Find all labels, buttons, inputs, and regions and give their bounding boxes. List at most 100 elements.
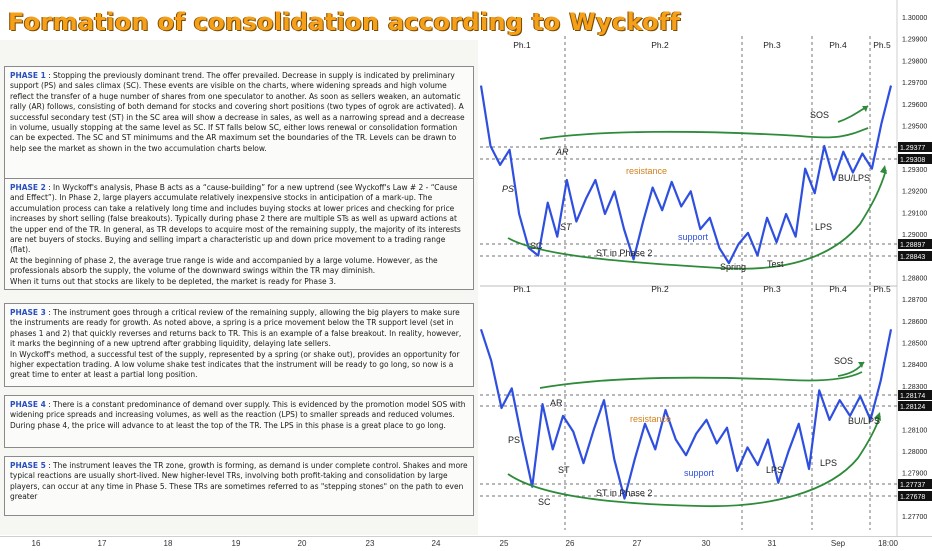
price-tag: 1.29377 <box>900 145 925 152</box>
phase-5-box: PHASE 5 : The instrument leaves the TR z… <box>4 456 474 516</box>
price-tick: 1.29300 <box>902 167 927 174</box>
time-tick: 27 <box>632 539 642 548</box>
price-line-2 <box>479 329 893 500</box>
phase-2-text: : In Wyckoff's analysis, Phase B acts as… <box>10 182 461 286</box>
annotation-st: ST <box>560 222 573 232</box>
time-tick: 18 <box>163 539 173 548</box>
phase-1-box: PHASE 1 : Stopping the previously domina… <box>4 66 474 180</box>
annotation-st-phase2: ST in Phase 2 <box>596 248 652 258</box>
price-tick: 1.29500 <box>902 124 927 131</box>
price-tag-box <box>898 390 932 400</box>
price-tick: 1.29200 <box>902 189 927 196</box>
annotation-support: support <box>684 468 715 478</box>
price-tick: 1.29700 <box>902 80 927 87</box>
time-tick: 19 <box>231 539 241 548</box>
price-tick: 1.29100 <box>902 210 927 217</box>
arrow-head-icon <box>880 165 887 174</box>
page-title: Formation of consolidation according to … <box>8 8 681 36</box>
price-tick: 1.27700 <box>902 514 927 521</box>
price-tag-box <box>898 401 932 411</box>
phase-2-box: PHASE 2 : In Wyckoff's analysis, Phase B… <box>4 178 474 290</box>
sos-arrow <box>837 105 869 123</box>
phase-3-box: PHASE 3 : The instrument goes through a … <box>4 303 474 387</box>
price-tick: 1.29000 <box>902 232 927 239</box>
price-tick: 1.27900 <box>902 471 927 478</box>
time-tick: 16 <box>31 539 41 548</box>
price-tick: 1.28600 <box>902 319 927 326</box>
annotation-ar: AR <box>550 398 563 408</box>
annotation-st: ST <box>558 465 570 475</box>
time-axis[interactable]: 16 17 18 19 20 23 24 25 26 27 30 31 Sep … <box>0 536 932 551</box>
phase-2-label: PHASE 2 <box>10 182 46 192</box>
price-tag: 1.28124 <box>900 404 925 411</box>
price-tag: 1.27737 <box>900 482 925 489</box>
phase-4-box: PHASE 4 : There is a constant predominan… <box>4 395 474 448</box>
phase-label: Ph.4 <box>829 40 847 50</box>
price-tick: 1.30000 <box>902 15 927 22</box>
phase-5-label: PHASE 5 <box>10 460 46 470</box>
price-axis-bg <box>897 0 932 536</box>
annotation-spring: Spring <box>720 262 746 272</box>
phase-label: Ph.3 <box>763 284 781 294</box>
arrow-head-icon <box>858 362 864 368</box>
price-tag: 1.29308 <box>900 157 925 164</box>
price-tick: 1.29900 <box>902 37 927 44</box>
price-line-1 <box>479 85 893 265</box>
price-tick: 1.29600 <box>902 102 927 109</box>
annotation-resistance: resistance <box>630 414 671 424</box>
price-tag: 1.27678 <box>900 494 925 501</box>
annotation-sos: SOS <box>810 110 829 120</box>
phase-1-label: PHASE 1 <box>10 70 46 80</box>
time-tick: 24 <box>431 539 441 548</box>
annotation-bu-lps: BU/LPS <box>848 416 880 426</box>
time-tick: 30 <box>701 539 711 548</box>
price-tag: 1.28897 <box>900 242 925 249</box>
annotation-ar: AR <box>555 147 569 157</box>
resistance-curve <box>539 127 869 140</box>
annotation-lps: LPS <box>820 458 837 468</box>
phase-label: Ph.5 <box>873 40 891 50</box>
price-tag: 1.28174 <box>900 393 925 400</box>
time-tick: 18:00 <box>877 539 899 548</box>
price-tick: 1.28400 <box>902 362 927 369</box>
annotation-sc: SC <box>530 241 543 251</box>
time-tick: 31 <box>767 539 777 548</box>
price-tick: 1.28000 <box>902 449 927 456</box>
time-tick: Sep <box>830 539 846 548</box>
phase-4-label: PHASE 4 <box>10 399 46 409</box>
time-tick: 26 <box>565 539 575 548</box>
price-tag-box <box>898 239 932 249</box>
price-tick: 1.28700 <box>902 297 927 304</box>
price-tag: 1.28843 <box>900 254 925 261</box>
price-tick: 1.28800 <box>902 275 927 282</box>
phase-5-text: : The instrument leaves the TR zone, gro… <box>10 460 468 502</box>
phase-label: Ph.1 <box>513 40 531 50</box>
annotation-sos: SOS <box>834 356 853 366</box>
resistance-curve <box>539 371 863 389</box>
annotation-ps: PS <box>508 435 520 445</box>
phase-3-label: PHASE 3 <box>10 307 46 317</box>
annotation-sc: SC <box>538 497 551 507</box>
arrow-head-icon <box>874 412 881 421</box>
price-tick: 1.28300 <box>902 384 927 391</box>
price-tick: 1.28500 <box>902 341 927 348</box>
price-tag-box <box>898 154 932 164</box>
phase-label: Ph.4 <box>829 284 847 294</box>
support-curve <box>507 169 887 270</box>
time-tick: 20 <box>297 539 307 548</box>
price-tick: 1.28100 <box>902 427 927 434</box>
price-tag-box <box>898 251 932 261</box>
price-tag-box <box>898 142 932 152</box>
phase-label: Ph.5 <box>873 284 891 294</box>
phase-label: Ph.2 <box>651 284 669 294</box>
annotation-lps: LPS <box>766 465 783 475</box>
phase-1-text: : Stopping the previously dominant trend… <box>10 70 465 153</box>
time-tick: 23 <box>365 539 375 548</box>
arrow-head-icon <box>862 106 868 112</box>
price-tag-box <box>898 479 932 489</box>
phase-3-text: : The instrument goes through a critical… <box>10 307 462 380</box>
price-tag-box <box>898 491 932 501</box>
annotation-st-phase2: ST in Phase 2 <box>596 488 652 498</box>
annotation-support: support <box>678 232 709 242</box>
